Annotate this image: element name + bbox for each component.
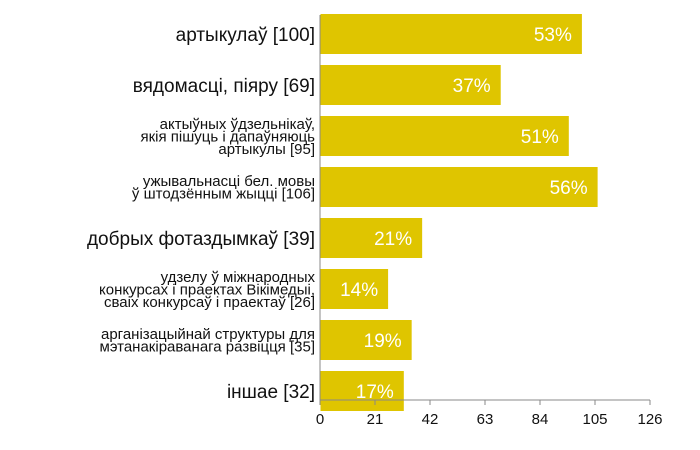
bar-3 <box>320 167 598 207</box>
category-label-0: артыкулаў [100] <box>176 25 315 46</box>
category-labels: артыкулаў [100] вядомасці, піяру [69] акты… <box>87 25 316 403</box>
bar-7 <box>320 371 404 411</box>
bar-4 <box>320 218 423 258</box>
bar-1 <box>320 65 501 105</box>
x-tick-label-0: 0 <box>316 411 324 428</box>
category-label-5: удзелу ў міжнародных конкурсах і праектах… <box>99 269 315 311</box>
bar-5 <box>320 269 389 309</box>
x-tick-label-1: 21 <box>367 411 384 428</box>
bar-6 <box>320 320 412 360</box>
category-label-3: ужывальнасці бел. мовы ў штодзённым жыцці… <box>132 173 315 203</box>
x-tick-label-2: 42 <box>422 411 439 428</box>
bar-value-label-2: 51% <box>521 127 559 148</box>
x-tick-label-6: 126 <box>637 411 662 428</box>
x-tick-label-5: 105 <box>582 411 607 428</box>
bars-layer: 53% 37% 51% 56% 21% 14% 19% 17% <box>320 14 598 411</box>
x-axis: 0 21 42 63 84 105 126 <box>316 15 663 428</box>
bar-0 <box>320 14 582 54</box>
category-label-7: іншае [32] <box>227 382 315 403</box>
bar-2 <box>320 116 569 156</box>
bar-value-label-3: 56% <box>550 178 588 199</box>
bar-value-label-6: 19% <box>364 331 402 352</box>
category-label-2: актыўных ўдзельнікаў, якія пішуць і дапаў… <box>141 116 316 158</box>
bar-value-label-5: 14% <box>340 280 378 301</box>
bar-value-label-4: 21% <box>374 229 412 250</box>
bar-value-label-7: 17% <box>356 382 394 403</box>
bar-value-label-0: 53% <box>534 25 572 46</box>
category-label-4: добрых фотаздымкаў [39] <box>87 229 315 250</box>
category-label-6: арганізацыйнай структуры для мэтанакірава… <box>100 326 316 356</box>
x-tick-label-3: 63 <box>477 411 494 428</box>
bar-value-label-1: 37% <box>453 76 491 97</box>
category-label-1: вядомасці, піяру [69] <box>133 76 315 97</box>
x-tick-label-4: 84 <box>532 411 549 428</box>
